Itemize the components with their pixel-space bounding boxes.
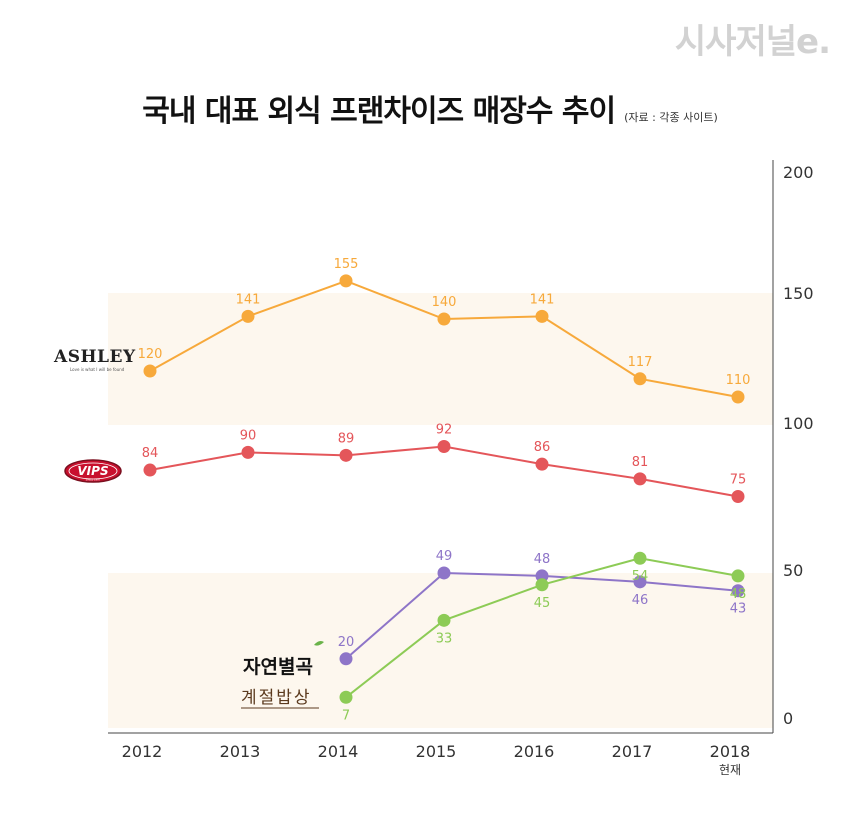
- data-point: [731, 490, 745, 503]
- data-label: 141: [236, 292, 261, 307]
- logo-jayeon-text: 자연별곡: [243, 656, 313, 678]
- logo-ashley: ASHLEY Love is what I will be found: [53, 347, 136, 372]
- data-point: [437, 440, 451, 454]
- logo-gyejeol: 계절밥상: [241, 688, 319, 709]
- data-label: 155: [334, 257, 359, 272]
- data-point: [339, 448, 353, 462]
- series-ASHLEY: 120 141 155 140 141 117 110: [138, 257, 751, 404]
- title-block: 국내 대표 외식 프랜차이즈 매장수 추이 (자료 : 각종 사이트): [0, 86, 860, 130]
- data-label: 86: [534, 440, 551, 455]
- data-point: [731, 569, 745, 583]
- background-band-0: [108, 293, 773, 425]
- data-point: [437, 312, 451, 326]
- logo-vips-badge: [64, 459, 122, 483]
- logo-vips-ring: [68, 462, 118, 480]
- data-point: [633, 551, 647, 565]
- y-tick-label: 200: [783, 163, 814, 182]
- data-label: 90: [240, 428, 257, 443]
- x-tick-label: 2012: [122, 742, 163, 761]
- x-tick-label: 2018: [710, 742, 751, 761]
- logo-vips-sub: SINCE 1997: [86, 478, 101, 482]
- data-label: 33: [436, 631, 453, 646]
- x-tick-label: 2014: [318, 742, 359, 761]
- leaf-icon: [314, 641, 324, 646]
- data-point: [633, 372, 647, 386]
- data-label: 89: [338, 431, 355, 446]
- data-label: 75: [730, 473, 747, 488]
- data-point: [633, 472, 647, 486]
- data-label: 140: [432, 295, 457, 310]
- data-label: 120: [138, 347, 163, 362]
- data-label: 54: [632, 569, 649, 584]
- data-label: 110: [726, 373, 751, 388]
- series-group: 120 141 155 140 141 117 110 84 90 89 92 86 81 75 20 49 4…: [138, 257, 751, 723]
- data-point: [535, 457, 549, 471]
- data-label: 81: [632, 455, 649, 470]
- logo-ashley-text: ASHLEY: [53, 347, 136, 367]
- series-VIPS: 84 90 89 92 86 81 75: [142, 423, 747, 503]
- data-label: 92: [436, 423, 453, 438]
- data-label: 46: [632, 593, 649, 608]
- data-label: 48: [534, 552, 551, 567]
- background-band-1: [108, 573, 773, 728]
- data-point: [633, 575, 647, 589]
- data-point: [339, 274, 353, 288]
- data-point: [731, 390, 745, 404]
- chart-title: 국내 대표 외식 프랜차이즈 매장수 추이: [142, 94, 616, 129]
- data-point: [339, 690, 353, 704]
- data-label: 20: [338, 635, 355, 650]
- data-point: [339, 652, 353, 666]
- data-point: [437, 613, 451, 627]
- data-label: 49: [436, 549, 453, 564]
- source-note: (자료 : 각종 사이트): [624, 111, 718, 124]
- publisher-logo: 시사저널e.: [674, 22, 831, 62]
- x-tick-sublabel: 현재: [719, 763, 741, 777]
- data-label: 141: [530, 292, 555, 307]
- logo-gyejeol-text: 계절밥상: [241, 688, 312, 708]
- logo-vips-text: VIPS: [77, 464, 108, 478]
- x-tick-label: 2015: [416, 742, 457, 761]
- x-tick-label: 2013: [220, 742, 261, 761]
- logo-jayeon: 자연별곡: [243, 641, 324, 678]
- logo-ashley-tagline: Love is what I will be found: [70, 367, 125, 372]
- data-label: 43: [730, 602, 747, 617]
- data-point: [241, 445, 255, 459]
- y-tick-label: 50: [783, 561, 803, 580]
- x-axis-ticks: 2012 2013 2014 2015 2016 2017 2018 현재: [122, 742, 751, 777]
- data-point: [535, 578, 549, 592]
- series-자연별곡: 20 49 48 46 43: [338, 549, 747, 666]
- data-point: [535, 309, 549, 323]
- y-tick-label: 100: [783, 414, 814, 433]
- series-line: [149, 445, 739, 498]
- data-label: 48: [730, 587, 747, 602]
- data-point: [731, 584, 745, 598]
- y-axis-ticks: 0 50 100 150 200: [783, 163, 814, 728]
- data-point: [241, 309, 255, 323]
- data-label: 117: [628, 355, 653, 370]
- data-point: [143, 364, 157, 378]
- x-tick-label: 2016: [514, 742, 555, 761]
- y-tick-label: 0: [783, 709, 793, 728]
- data-point: [535, 569, 549, 583]
- logo-vips: VIPS SINCE 1997: [64, 459, 122, 483]
- data-point: [437, 566, 451, 580]
- data-label: 7: [342, 708, 350, 723]
- x-tick-label: 2017: [612, 742, 653, 761]
- data-point: [143, 463, 157, 477]
- data-label: 84: [142, 446, 159, 461]
- series-계절밥상: 7 33 45 54 48: [339, 551, 747, 723]
- background-bands: [108, 293, 773, 728]
- y-tick-label: 150: [783, 284, 814, 303]
- data-label: 45: [534, 596, 551, 611]
